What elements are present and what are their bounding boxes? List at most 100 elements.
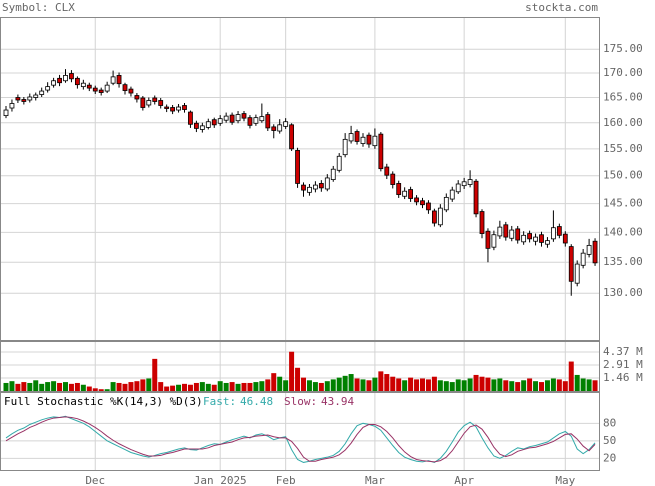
candle-body [402,190,408,197]
candle-body [277,124,283,132]
candle-body [348,133,354,142]
y-tick-label: 50 [603,434,616,447]
candle-body [568,246,574,282]
volume-bar [134,381,140,391]
candle-body [378,133,384,170]
candle-body [80,82,86,88]
x-tick-label: Jan 2025 [194,474,247,486]
volume-bar [295,367,301,391]
y-tick-label: 170.00 [603,66,643,79]
candle-body [235,114,241,122]
candle-body [134,95,140,100]
candle-body [241,113,247,119]
volume-bar [92,388,98,391]
volume-bar [354,378,360,391]
volume-bar [515,382,521,391]
volume-bar [86,386,92,391]
candle-body [420,200,425,206]
volume-bar [539,382,544,391]
y-tick-label: 2.91 M [603,358,643,371]
volume-bar [241,382,247,391]
candle-body [265,114,271,129]
volume-bar [342,375,348,391]
volume-bar [277,376,283,391]
volume-bar [21,382,27,391]
y-tick-label: 20 [603,451,616,464]
volume-bar [533,381,539,391]
volume-bar [57,382,63,391]
volume-bar [527,378,533,391]
volume-bar [27,382,33,391]
volume-bar [443,381,449,391]
volume-bar [485,377,491,391]
volume-bar [15,383,21,391]
candle-body [92,87,98,92]
volume-bar [63,382,68,391]
volume-bar [193,382,199,391]
candle-body [223,115,229,121]
candle-body [455,183,461,193]
candle-body [15,97,21,101]
volume-bar [199,382,205,391]
x-tick-label: Feb [276,474,296,486]
volume-bar [330,379,336,391]
volume-bar [425,379,431,391]
candle-body [342,138,348,156]
volume-bar [211,384,217,391]
candle-body [271,126,277,131]
volume-bar [312,382,318,391]
volume-bar [390,376,396,391]
candle-body [539,234,544,243]
x-tick-label: May [555,474,575,486]
volume-bar [283,380,289,391]
stochastic-line [5,415,596,463]
candle-body [182,105,187,110]
candle-body [205,121,211,128]
candle-body [283,121,289,127]
volume-bar [217,381,223,391]
candle-body [503,224,509,238]
volume-bar [467,378,473,391]
y-tick-label: 160.00 [603,116,643,129]
candle-body [336,155,342,171]
candle-body [431,210,437,224]
volume-bar [223,382,229,391]
legend-slow-value: 43.94 [321,395,354,408]
stochastic-panel [0,392,600,471]
legend-fast-value: 46.48 [240,395,273,408]
candle-body [164,106,170,109]
candle-body [128,88,134,94]
candle-body [509,229,515,239]
candle-body [354,131,360,142]
y-tick-label: 165.00 [603,91,643,104]
candle-body [9,103,15,109]
volume-bar [176,384,182,391]
volume-bar [164,386,170,391]
volume-bar [68,383,74,391]
candle-body [586,244,592,255]
volume-bar [568,361,574,391]
volume-bar [503,380,509,391]
volume-bar [449,382,455,391]
volume-bar [289,351,295,391]
candle-body [176,106,181,111]
volume-bar [122,383,128,391]
volume-bar [247,382,253,391]
candle-body [27,96,33,101]
y-tick-label: 1.46 M [603,371,643,384]
candle-body [152,97,158,102]
candle-body [295,150,300,184]
candle-body [69,73,74,80]
volume-bar [384,374,390,391]
candle-body [140,97,146,108]
candle-body [199,125,205,130]
volume-bar [110,382,116,391]
volume-bar [80,384,86,391]
price-panel [0,17,600,341]
y-tick-label: 80 [603,416,616,429]
candle-body [170,107,176,112]
volume-panel [0,341,600,392]
candle-body [580,252,586,266]
y-tick-label: 145.00 [603,197,643,210]
candle-body [57,77,62,84]
